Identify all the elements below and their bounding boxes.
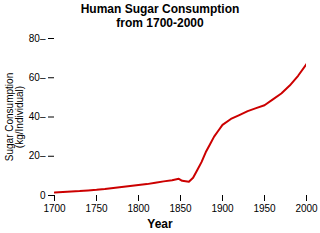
svg-text:1700: 1700 — [43, 203, 66, 214]
svg-text:1850: 1850 — [169, 203, 192, 214]
svg-text:1750: 1750 — [85, 203, 108, 214]
html-text:from 1700-2000: from 1700-2000 — [116, 16, 204, 30]
svg-text:1900: 1900 — [211, 203, 234, 214]
html-text:Human Sugar Consumption: Human Sugar Consumption — [80, 2, 240, 16]
html-text:Year: Year — [147, 217, 173, 231]
svg-text:2000: 2000 — [295, 203, 318, 214]
svg-text:60–: 60– — [29, 72, 46, 83]
svg-text:1950: 1950 — [253, 203, 276, 214]
svg-text:20–: 20– — [29, 150, 46, 161]
svg-text:1800: 1800 — [127, 203, 150, 214]
svg-text:80–: 80– — [29, 33, 46, 44]
svg-text:Sugar Consumption(kg/Individua: Sugar Consumption(kg/Individual) — [4, 73, 25, 161]
svg-text:0: 0 — [40, 190, 46, 201]
svg-text:40–: 40– — [29, 111, 46, 122]
